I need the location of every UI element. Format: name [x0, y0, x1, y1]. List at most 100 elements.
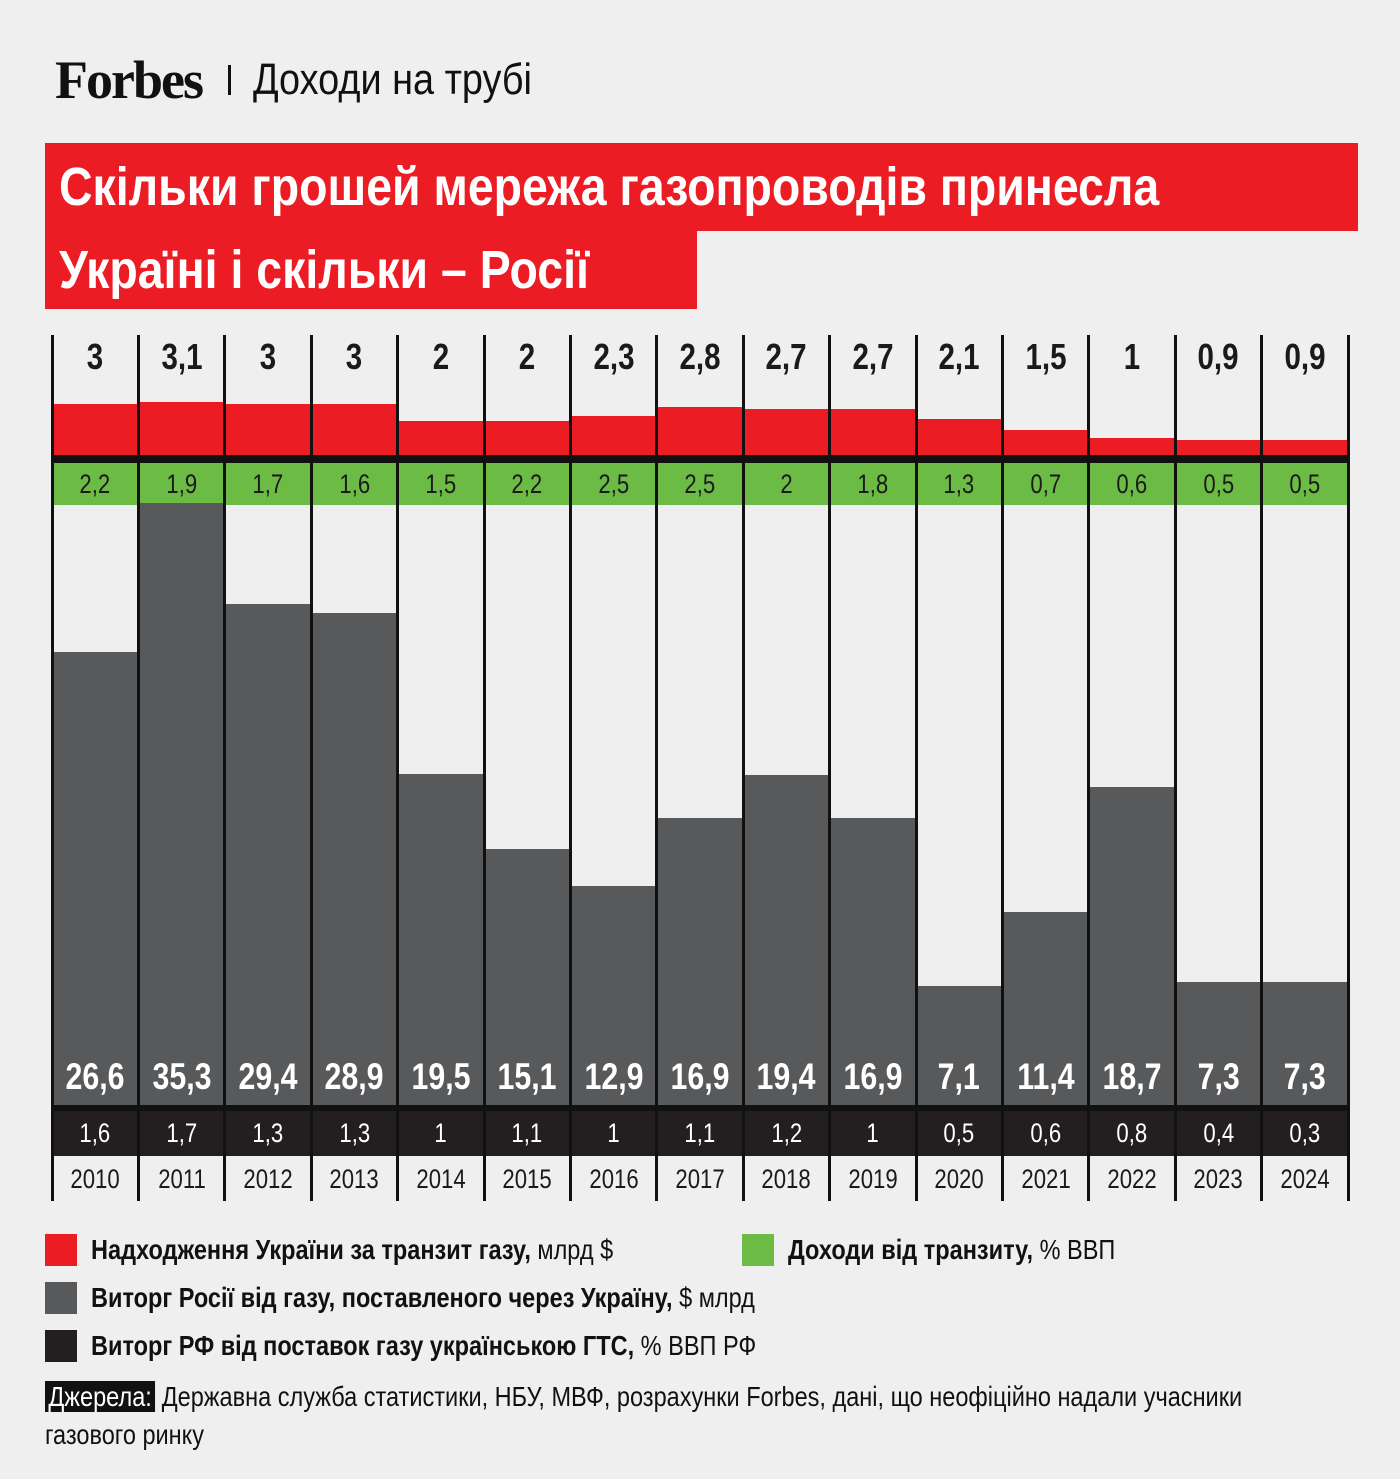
chart-title-line-1: Скільки грошей мережа газопроводів прине…	[45, 143, 1358, 231]
transit-gdp-share-cell-text: 1,6	[338, 469, 370, 499]
year-column-2019: 2,7 1,8 16,9 1 2019	[829, 335, 916, 1201]
legend-swatch-icon	[45, 1330, 77, 1362]
year-label: 2020	[916, 1157, 1002, 1201]
transit-gdp-share-cell-text: 2,5	[598, 469, 629, 499]
year-label: 2012	[225, 1157, 311, 1201]
legend-label-unit: млрд $	[530, 1234, 614, 1265]
transit-revenue-label-text: 2,8	[679, 336, 721, 377]
legend-label-unit: $ млрд	[672, 1282, 755, 1313]
transit-revenue-label: 3	[52, 335, 138, 385]
russia-gas-revenue-label: 26,6	[52, 1047, 138, 1107]
transit-revenue-label: 2,3	[570, 335, 656, 385]
transit-gdp-share-cell: 2,2	[52, 463, 139, 505]
transit-revenue-label-text: 1,5	[1025, 336, 1067, 377]
russia-gdp-share-cell-text: 1,7	[166, 1118, 197, 1148]
year-column-2018: 2,7 2 19,4 1,2 2018	[743, 335, 830, 1201]
forbes-logo: Forbes	[55, 50, 204, 110]
transit-revenue-label-text: 3,1	[161, 336, 203, 377]
russia-gas-revenue-label-text: 7,3	[1197, 1056, 1240, 1097]
transit-gdp-share-cell-text: 1,7	[252, 469, 284, 499]
transit-revenue-label-text: 2	[432, 336, 449, 377]
column-divider	[309, 335, 313, 1201]
year-label: 2015	[484, 1157, 570, 1201]
legend-label: Виторг РФ від поставок газу українською …	[91, 1330, 756, 1362]
header-subtitle: Доходи на трубі	[252, 55, 532, 104]
russia-gas-revenue-label-text: 12,9	[584, 1056, 644, 1097]
transit-revenue-label-text: 2,3	[593, 336, 635, 377]
year-column-2017: 2,8 2,5 16,9 1,1 2017	[656, 335, 744, 1201]
russia-gas-revenue-label-text: 18,7	[1102, 1056, 1162, 1097]
transit-gdp-share-cell-text: 0,5	[1202, 469, 1234, 499]
russia-gdp-share-cell-text: 1,1	[511, 1118, 543, 1148]
russia-gdp-share-cell: 1,6	[52, 1111, 139, 1156]
year-label-text: 2016	[588, 1164, 639, 1194]
transit-gdp-share-cell-text: 1,9	[166, 469, 197, 499]
legend-swatch-icon	[742, 1234, 774, 1266]
title-text-1: Скільки грошей мережа газопроводів прине…	[59, 157, 1160, 217]
transit-gdp-share-cell: 1,3	[916, 463, 1003, 505]
russia-gas-revenue-label-text: 26,6	[65, 1056, 125, 1097]
russia-gas-revenue-label: 29,4	[225, 1047, 311, 1107]
transit-revenue-bar	[743, 409, 830, 455]
transit-revenue-bar	[1002, 429, 1089, 455]
transit-gdp-share-cell: 2,5	[570, 463, 657, 505]
transit-revenue-label: 0,9	[1262, 335, 1348, 385]
transit-revenue-label-text: 0,9	[1197, 336, 1239, 377]
year-column-2022: 1 0,6 18,7 0,8 2022	[1088, 335, 1176, 1201]
year-label: 2021	[1002, 1157, 1088, 1201]
transit-gdp-share-cell: 2	[743, 463, 830, 505]
transit-gdp-share-cell: 1,8	[829, 463, 916, 505]
column-divider	[1087, 335, 1091, 1201]
chart-area: 3 2,2 26,6 1,6 2010 3,1 1,9 35,3 1,7 2011 3 1,7 29,4…	[50, 335, 1350, 1201]
year-label: 2010	[52, 1157, 138, 1201]
russia-gdp-share-cell: 0,8	[1088, 1111, 1176, 1156]
transit-revenue-bar	[52, 404, 139, 455]
year-label: 2011	[138, 1157, 224, 1201]
year-label: 2022	[1089, 1157, 1175, 1201]
transit-revenue-label-text: 2,7	[765, 336, 807, 377]
russia-gdp-share-cell: 0,6	[1002, 1111, 1089, 1156]
transit-revenue-label: 3,1	[138, 335, 224, 385]
transit-revenue-bar	[1175, 439, 1262, 455]
russia-gas-revenue-label: 7,3	[1262, 1047, 1348, 1107]
russia-gdp-share-cell: 0,4	[1175, 1111, 1262, 1156]
russia-gdp-share-cell-text: 0,4	[1202, 1118, 1234, 1148]
russia-gas-revenue-label-text: 16,9	[670, 1056, 730, 1097]
legend-label: Виторг Росії від газу, поставленого чере…	[91, 1282, 755, 1314]
transit-gdp-share-cell-text: 2,2	[79, 469, 111, 499]
transit-gdp-share-cell: 0,6	[1088, 463, 1176, 505]
year-label-text: 2010	[70, 1164, 120, 1194]
transit-revenue-bar	[224, 404, 312, 455]
russia-gdp-share-cell-text: 1,3	[338, 1118, 370, 1148]
russia-gas-revenue-label-text: 7,3	[1283, 1056, 1326, 1097]
transit-revenue-bar	[1261, 439, 1348, 455]
russia-gas-revenue-label: 16,9	[830, 1047, 916, 1107]
transit-gdp-share-cell: 0,5	[1175, 463, 1262, 505]
russia-gdp-share-cell: 1,1	[484, 1111, 571, 1156]
transit-gdp-share-cell-text: 0,5	[1289, 469, 1321, 499]
russia-gas-revenue-label: 16,9	[657, 1047, 743, 1107]
year-column-2023: 0,9 0,5 7,3 0,4 2023	[1175, 335, 1262, 1201]
red-baseline	[52, 455, 1348, 463]
transit-revenue-label: 2	[398, 335, 484, 385]
russia-gas-revenue-label: 35,3	[138, 1047, 224, 1107]
column-divider	[655, 335, 659, 1201]
russia-gdp-share-cell-text: 1,6	[79, 1118, 111, 1148]
column-divider	[136, 335, 140, 1201]
russia-gas-revenue-label-text: 16,9	[843, 1056, 903, 1097]
year-label-text: 2017	[675, 1164, 725, 1194]
russia-gdp-share-cell-text: 0,3	[1289, 1118, 1321, 1148]
russia-gas-revenue-label-text: 11,4	[1016, 1056, 1075, 1097]
russia-gdp-share-cell-text: 0,8	[1116, 1118, 1148, 1148]
transit-gdp-share-cell-text: 0,7	[1030, 469, 1061, 499]
year-label: 2018	[743, 1157, 829, 1201]
transit-revenue-bar	[138, 402, 225, 455]
title-text-2: Україні і скільки – Росії	[59, 240, 590, 300]
transit-gdp-share-cell-text: 2,2	[511, 469, 543, 499]
column-divider	[50, 335, 54, 1201]
transit-revenue-label: 2,7	[830, 335, 916, 385]
russia-gdp-share-cell: 1,3	[311, 1111, 398, 1156]
legend-label-unit: % ВВП РФ	[634, 1330, 757, 1361]
transit-revenue-label: 3	[225, 335, 311, 385]
sources-label: Джерела:	[45, 1381, 156, 1412]
